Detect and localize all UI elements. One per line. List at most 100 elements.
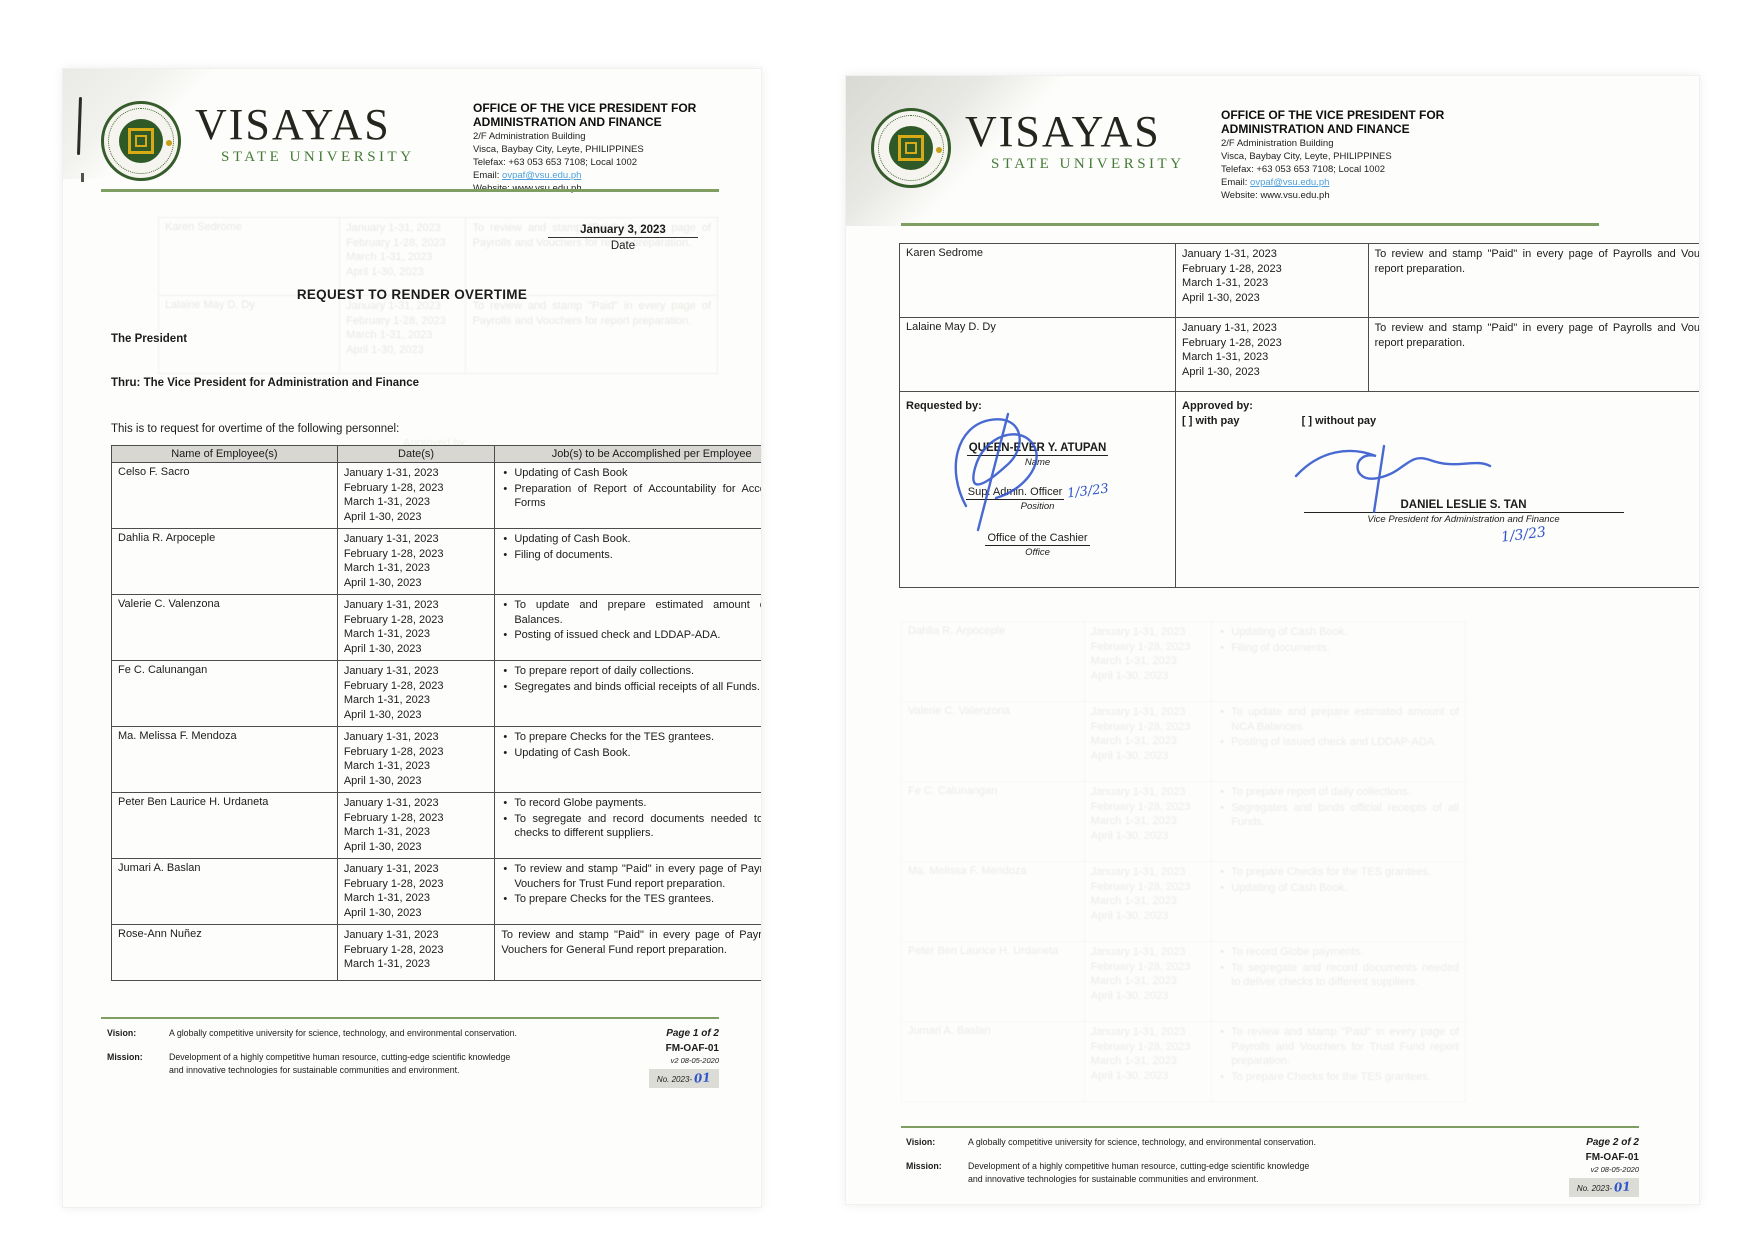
header-name: Name of Employee(s) [111, 445, 338, 463]
cell-name: Peter Ben Laurice H. Urdaneta [111, 792, 338, 859]
page-number: Page 1 of 2 [666, 1028, 719, 1039]
pen-mark [76, 96, 83, 156]
cell-name: Valerie C. Valenzona [111, 594, 338, 661]
cell-name: Ma. Melissa F. Mendoza [111, 726, 338, 793]
approved-by-label: Approved by: [1182, 400, 1253, 412]
office-website-line: Website: www.vsu.edu.ph [1221, 189, 1469, 202]
control-label: No. 2023- [656, 1074, 693, 1084]
ghost-cell: To review and stamp "Paid" in every page… [465, 295, 718, 374]
office-address1: 2/F Administration Building [1221, 137, 1334, 149]
job-item: To segregate and record documents needed… [501, 812, 761, 841]
ghost-cell: Peter Ben Laurice H. Urdaneta [901, 941, 1085, 1022]
vision-label: Vision: [107, 1028, 137, 1038]
footer-rule [101, 1017, 719, 1019]
table-row: Fe C. Calunangan January 1-31, 2023 Febr… [111, 660, 761, 727]
email-label: Email: [1221, 177, 1251, 189]
job-item: Posting of issued check and LDDAP-ADA. [501, 628, 761, 643]
green-rule [901, 223, 1599, 226]
university-subname: STATE UNIVERSITY [991, 156, 1185, 172]
document-title: REQUEST TO RENDER OVERTIME [296, 287, 528, 302]
seal-emblem [898, 135, 924, 161]
office-email-line: Email: ovpaf@vsu.edu.ph [473, 169, 721, 182]
ghost-cell: January 1-31, 2023 February 1-28, 2023 M… [1083, 941, 1213, 1022]
seal-core [119, 119, 163, 163]
office-telefax: Telefax: +63 053 653 7108; Local 1002 [473, 157, 638, 168]
cell-dates: January 1-31, 2023 February 1-28, 2023 M… [336, 462, 496, 529]
pen-mark-dot [81, 173, 84, 182]
form-code: FM-OAF-01 [1585, 1152, 1639, 1163]
cell-jobs: To review and stamp "Paid" in every page… [494, 924, 761, 981]
bleed-through-text: Dahlia R. Arpoceple January 1-31, 2023 F… [901, 621, 1466, 1106]
ghost-cell: January 1-31, 2023 February 1-28, 2023 M… [1083, 861, 1213, 942]
job-item: To record Globe payments. [501, 796, 761, 811]
office-title-line2: ADMINISTRATION AND FINANCE [1221, 122, 1410, 137]
ghost-line: To update and prepare estimated amount o… [1218, 705, 1459, 734]
ghost-cell: Valerie C. Valenzona [901, 701, 1085, 782]
seal-core [889, 126, 933, 170]
ghost-cell: Karen Sedrome [158, 217, 341, 296]
ghost-line: To prepare Checks for the TES grantees. [1218, 865, 1459, 880]
office-block-sig: Office of the Cashier Office [906, 532, 1169, 558]
cell-dates: January 1-31, 2023 February 1-28, 2023 M… [336, 594, 496, 661]
ghost-cell: Dahlia R. Arpoceple [901, 621, 1085, 702]
control-number-box: No. 2023- 01 [1568, 1177, 1639, 1198]
ghost-cell: January 1-31, 2023 February 1-28, 2023 M… [1083, 1021, 1213, 1102]
job-item: Updating of Cash Book [501, 466, 761, 481]
cell-jobs: To update and prepare estimated amount o… [494, 594, 761, 661]
seal-gold-dot [166, 140, 172, 146]
requested-name-block: QUEEN-EVER Y. ATUPAN Name [906, 442, 1169, 468]
position-block: Sup. Admin. Officer 1/3/23 Position [906, 482, 1169, 512]
cell-jobs: Updating of Cash Book. Filing of documen… [494, 528, 761, 595]
name-caption: Name [1024, 457, 1051, 468]
email-label: Email: [473, 170, 503, 182]
ghost-line: Segregates and binds official receipts o… [1218, 801, 1459, 830]
vision-text: A globally competitive university for sc… [169, 1028, 517, 1038]
ghost-line: Filing of documents. [1218, 641, 1459, 656]
table-header-row: Name of Employee(s) Date(s) Job(s) to be… [111, 445, 761, 463]
page-number: Page 2 of 2 [1586, 1137, 1639, 1148]
website-text: www.vsu.edu.ph [512, 183, 581, 194]
office-title-line1: OFFICE OF THE VICE PRESIDENT FOR [1221, 108, 1445, 122]
cell-dates: January 1-31, 2023 February 1-28, 2023 M… [336, 660, 496, 727]
cell-dates: January 1-31, 2023 February 1-28, 2023 M… [336, 792, 496, 859]
ghost-cell: Fe C. Calunangan [901, 781, 1085, 862]
table-row: Valerie C. Valenzona January 1-31, 2023 … [111, 594, 761, 661]
personnel-table-continued: Karen Sedrome January 1-31, 2023 Februar… [898, 243, 1699, 588]
job-item: Updating of Cash Book. [501, 532, 761, 547]
position-value: Sup. Admin. Officer [965, 486, 1065, 500]
cell-dates: January 1-31, 2023 February 1-28, 2023 M… [1175, 317, 1369, 392]
header-dates: Date(s) [336, 445, 496, 463]
job-item: To update and prepare estimated amount o… [501, 598, 761, 627]
email-link: ovpaf@vsu.edu.ph [1250, 177, 1330, 189]
page-2: VISAYAS STATE UNIVERSITY OFFICE OF THE V… [845, 75, 1700, 1205]
job-item: Preparation of Report of Accountability … [501, 482, 761, 511]
approved-by-cell: Approved by: [ ] with pay [ ] without pa… [1175, 391, 1699, 588]
ghost-cell: January 1-31, 2023 February 1-28, 2023 M… [1083, 781, 1213, 862]
university-subname: STATE UNIVERSITY [221, 149, 415, 165]
cell-name: Rose-Ann Nuñez [111, 924, 338, 981]
job-item: Segregates and binds official receipts o… [501, 680, 761, 695]
table-row: Peter Ben Laurice H. Urdaneta January 1-… [111, 792, 761, 859]
vsu-seal-logo [101, 101, 181, 181]
job-item: Updating of Cash Book. [501, 746, 761, 761]
ghost-line: Updating of Cash Book. [1218, 625, 1459, 640]
mission-label: Mission: [107, 1052, 143, 1063]
office-address2: Visca, Baybay City, Leyte, PHILIPPINES [473, 143, 644, 155]
green-rule [101, 189, 719, 192]
form-version: v2 08-05-2020 [670, 1056, 719, 1065]
ghost-cell: January 1-31, 2023 February 1-28, 2023 M… [339, 295, 467, 374]
vision-text: A globally competitive university for sc… [968, 1137, 1316, 1147]
atupan-signature [954, 412, 1038, 532]
university-wordmark: VISAYAS STATE UNIVERSITY [195, 103, 415, 166]
cell-name: Karen Sedrome [898, 243, 1177, 318]
page-1: VISAYAS STATE UNIVERSITY OFFICE OF THE V… [62, 68, 762, 1208]
website-text: www.vsu.edu.ph [1260, 190, 1330, 202]
mission-text: Development of a highly competitive huma… [968, 1161, 1310, 1184]
date-caption: Date [610, 240, 636, 252]
university-name: VISAYAS [195, 100, 391, 149]
letterhead: VISAYAS STATE UNIVERSITY OFFICE OF THE V… [871, 108, 1469, 202]
cell-jobs: To review and stamp "Paid" in every page… [494, 858, 761, 925]
footer: Vision: A globally competitive universit… [906, 1136, 1639, 1198]
pay-options: [ ] with pay [ ] without pay [1182, 415, 1699, 427]
cell-jobs: Updating of Cash Book Preparation of Rep… [494, 462, 761, 529]
